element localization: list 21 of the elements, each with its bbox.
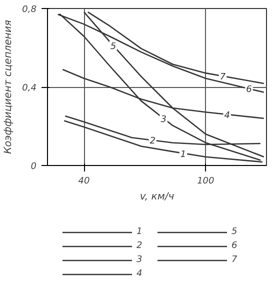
y-tick-label: 0	[30, 162, 37, 172]
series-label: 3	[160, 114, 167, 125]
x-tick-label: 40	[78, 176, 90, 186]
series-label: 1	[180, 150, 186, 160]
x-tick-label: 100	[197, 176, 215, 186]
series-label: 5	[110, 42, 116, 52]
text: 3	[136, 254, 142, 264]
text: 5	[232, 226, 238, 236]
y-axis-title: Коэффициент сцепления	[3, 20, 14, 154]
series-label: 2	[150, 136, 156, 147]
text: 4	[136, 268, 142, 278]
text: 1	[136, 226, 142, 236]
series-label: 7	[220, 72, 226, 83]
text: 2	[136, 240, 142, 250]
text: 6	[232, 240, 238, 250]
series-label: 4	[224, 110, 230, 121]
text: 7	[232, 254, 238, 264]
y-tick-label: 0,8	[22, 5, 37, 15]
x-axis-title: v, км/ч	[140, 192, 174, 202]
series-label: 6	[246, 85, 252, 96]
y-tick-label: 0,4	[22, 84, 37, 94]
